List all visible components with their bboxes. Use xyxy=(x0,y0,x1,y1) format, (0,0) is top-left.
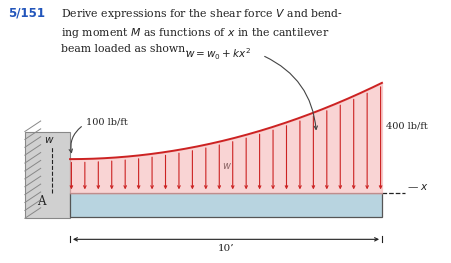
Text: 400 lb/ft: 400 lb/ft xyxy=(386,122,427,131)
Bar xyxy=(25,132,70,218)
Text: A: A xyxy=(37,195,45,208)
Text: 100 lb/ft: 100 lb/ft xyxy=(86,118,127,127)
Text: Derive expressions for the shear force $V$ and bend-
ing moment $M$ as functions: Derive expressions for the shear force $… xyxy=(61,7,342,54)
Text: w: w xyxy=(44,135,52,145)
Text: $w = w_0 + kx^2$: $w = w_0 + kx^2$ xyxy=(185,46,251,62)
Text: 5/151: 5/151 xyxy=(8,7,45,19)
Bar xyxy=(70,193,381,217)
Text: — $x$: — $x$ xyxy=(406,182,428,192)
Text: w: w xyxy=(221,161,230,171)
Text: 10’: 10’ xyxy=(217,244,234,253)
